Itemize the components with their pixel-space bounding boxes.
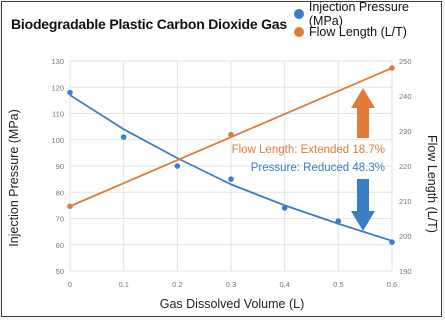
y-tick-label-right: 210 (399, 197, 412, 206)
y-tick-label-right: 190 (399, 267, 412, 276)
y-tick-label-left: 110 (52, 110, 64, 119)
x-tick-label: 0.6 (387, 280, 397, 289)
arrow-down-shaft (357, 179, 369, 213)
y-tick-label-right: 230 (399, 127, 412, 136)
y-axis-title-right: Flow Length (L/T) (425, 135, 439, 233)
arrow-down-head (351, 211, 375, 231)
data-point-flow (389, 65, 395, 71)
legend-marker-pressure (294, 9, 304, 19)
y-axis-title-left: Injection Pressure (MPa) (7, 109, 21, 247)
y-tick-label-right: 200 (399, 232, 412, 241)
annotation-pressure: Pressure: Reduced 48.3% (250, 162, 385, 174)
y-tick-label-right: 250 (399, 57, 412, 66)
data-point-pressure (67, 89, 73, 96)
legend-label-flow: Flow Length (L/T) (309, 25, 407, 39)
legend-item-flow: Flow Length (L/T) (294, 23, 445, 41)
x-tick-label: 0.2 (172, 280, 182, 289)
y-tick-label-left: 100 (51, 136, 64, 145)
x-axis-title: Gas Dissolved Volume (L) (159, 297, 305, 311)
data-point-pressure (389, 239, 395, 245)
y-tick-label-left: 120 (51, 83, 64, 92)
legend-label-pressure: Injection Pressure (MPa) (308, 0, 409, 28)
y-tick-label-right: 220 (399, 162, 412, 171)
x-tick-label: 0.4 (279, 280, 289, 289)
data-point-pressure (174, 163, 181, 169)
legend-item-pressure: Injection Pressure (MPa) (294, 0, 445, 28)
chart-frame (1, 1, 442, 317)
data-point-pressure (120, 134, 127, 140)
x-tick-label: 0.1 (118, 280, 128, 289)
y-tick-label-right: 240 (399, 92, 412, 101)
data-point-pressure (228, 176, 234, 182)
x-tick-label: 0.3 (226, 280, 236, 289)
data-point-flow (67, 203, 73, 210)
y-tick-label-left: 70 (56, 215, 64, 224)
y-tick-label-left: 80 (56, 188, 64, 197)
x-tick-label: 0.5 (333, 280, 343, 289)
data-point-pressure (335, 218, 342, 224)
y-tick-label-left: 130 (51, 57, 64, 66)
x-tick-label: 0 (68, 280, 72, 289)
y-tick-label-left: 90 (56, 162, 64, 171)
y-tick-label-left: 60 (56, 241, 64, 250)
data-point-flow (228, 131, 234, 138)
legend: Injection Pressure (MPa) Flow Length (L/… (294, 0, 445, 41)
chart-title: Biodegradable Plastic Carbon Dioxide Gas (11, 16, 287, 32)
annotation-flow-length: Flow Length: Extended 18.7% (231, 144, 385, 156)
legend-marker-flow (294, 27, 304, 37)
arrow-up-head (351, 88, 375, 108)
data-point-pressure (281, 205, 288, 211)
y-tick-label-left: 50 (56, 267, 64, 276)
arrow-up-shaft (357, 106, 369, 138)
